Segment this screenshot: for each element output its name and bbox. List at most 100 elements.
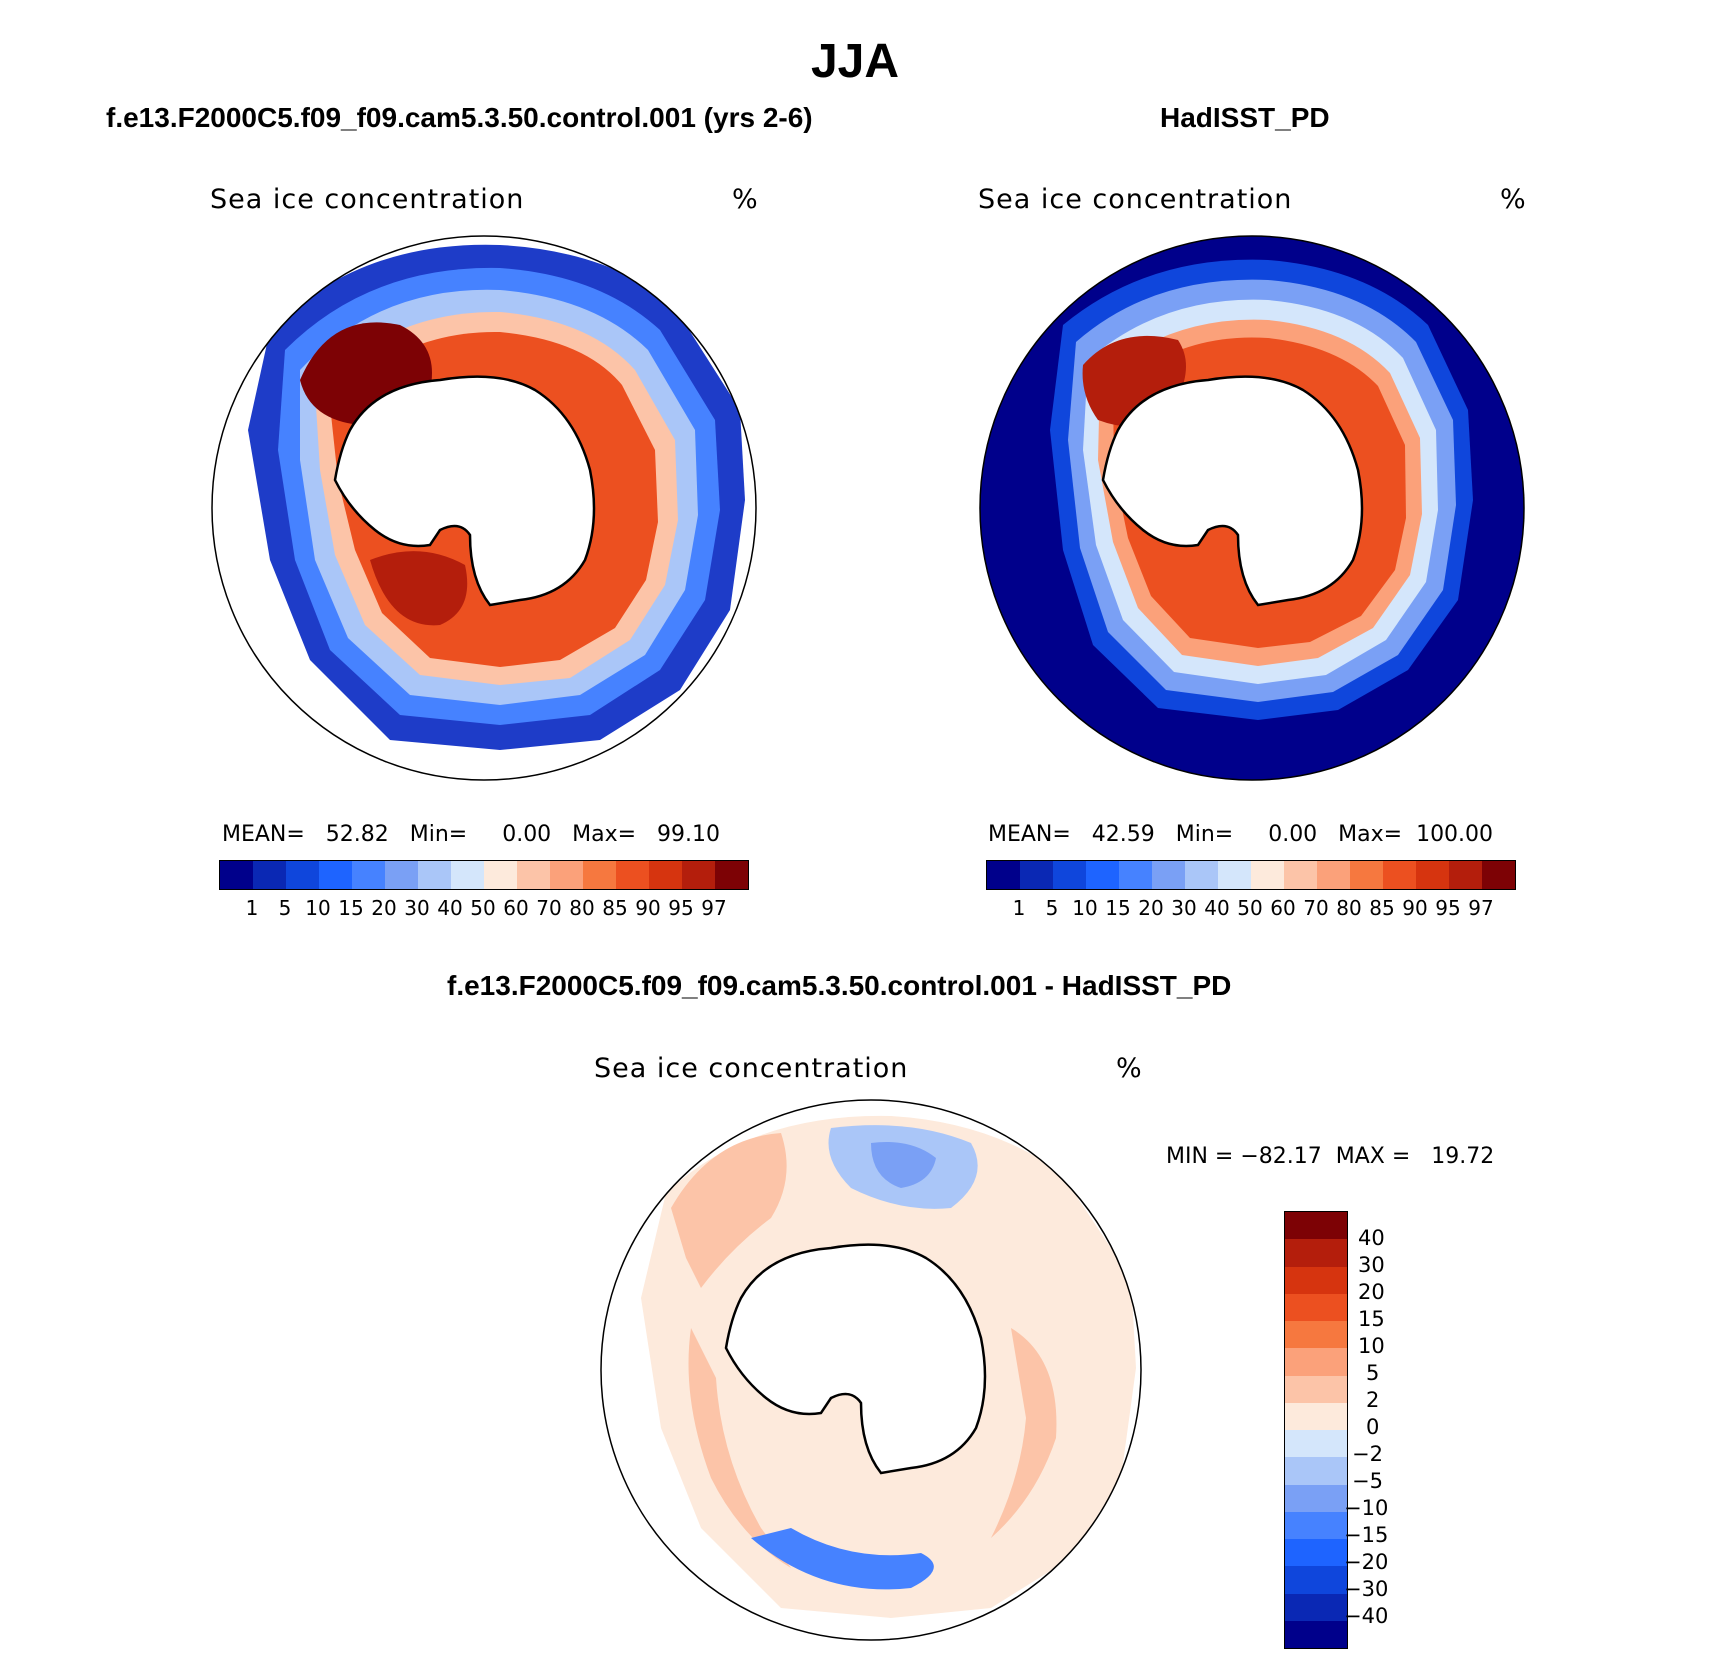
panel-2-stats: MEAN= 42.59 Min= 0.00 Max= 100.00 [988, 822, 1494, 847]
panel-2-map-border [979, 235, 1525, 781]
colorbar-swatch [517, 861, 550, 889]
colorbar-label: 5 [278, 896, 292, 920]
colorbar-label: 30 [404, 896, 430, 920]
colorbar-label: −15 [1344, 1523, 1389, 1547]
panel-1-map-border [211, 235, 757, 781]
colorbar-label: 40 [437, 896, 463, 920]
colorbar-label: 50 [1237, 896, 1263, 920]
colorbar-swatch [616, 861, 649, 889]
colorbar-swatch [1285, 1375, 1347, 1403]
colorbar-swatch [1185, 861, 1218, 889]
difference-field [641, 1115, 1136, 1618]
panel-1-variable-label: Sea ice concentration [210, 184, 525, 215]
colorbar-label: −40 [1344, 1604, 1389, 1628]
colorbar-label: 50 [470, 896, 496, 920]
colorbar-label: 30 [1358, 1253, 1385, 1277]
colorbar-swatch [1416, 861, 1449, 889]
colorbar-swatch [1020, 861, 1053, 889]
colorbar-label: −2 [1352, 1442, 1383, 1466]
colorbar-swatch [1119, 861, 1152, 889]
colorbar-label: −10 [1344, 1496, 1389, 1520]
colorbar-label: 70 [1303, 896, 1329, 920]
difference-colorbar-labels: 40 30 20 15 10 5 2 0 −2 −5 −10 −15 −20 −… [1344, 1211, 1442, 1647]
colorbar-swatch [1285, 1402, 1347, 1430]
colorbar-label: 15 [1105, 896, 1131, 920]
panel-1-polar-map [211, 235, 757, 781]
colorbar-swatch [1317, 861, 1350, 889]
colorbar-label: 95 [1435, 896, 1461, 920]
panel-2-units-label: % [1500, 184, 1527, 215]
colorbar-label: 1 [1012, 896, 1026, 920]
colorbar-swatch [1053, 861, 1086, 889]
colorbar-swatch [1383, 861, 1416, 889]
colorbar-label: 60 [503, 896, 529, 920]
colorbar-swatch [1285, 1620, 1347, 1648]
colorbar-swatch [1284, 861, 1317, 889]
panel-1-colorbar-labels: 1 5 10 15 20 30 40 50 60 70 80 85 90 95 … [219, 896, 747, 922]
colorbar-swatch [1285, 1539, 1347, 1567]
colorbar-label: −30 [1344, 1577, 1389, 1601]
colorbar-swatch [1285, 1266, 1347, 1294]
colorbar-label: 85 [1369, 896, 1395, 920]
colorbar-label: 70 [536, 896, 562, 920]
colorbar-label: 20 [1138, 896, 1164, 920]
panel-1-ice-field [248, 244, 745, 750]
colorbar-label: 60 [1270, 896, 1296, 920]
colorbar-swatch [682, 861, 715, 889]
colorbar-swatch [649, 861, 682, 889]
difference-stats: MIN = −82.17 MAX = 19.72 [1166, 1144, 1495, 1169]
panel-1-antarctica-outline [333, 375, 596, 607]
figure-title: JJA [810, 35, 900, 88]
colorbar-swatch [1285, 1321, 1347, 1349]
colorbar-swatch [1285, 1457, 1347, 1485]
colorbar-swatch [484, 861, 517, 889]
colorbar-swatch [1285, 1239, 1347, 1267]
colorbar-swatch [418, 861, 451, 889]
colorbar-label: −20 [1344, 1550, 1389, 1574]
difference-case-title: f.e13.F2000C5.f09_f09.cam5.3.50.control.… [447, 970, 1232, 1001]
colorbar-label: 80 [569, 896, 595, 920]
colorbar-swatch [550, 861, 583, 889]
colorbar-label: 5 [1045, 896, 1059, 920]
colorbar-swatch [1218, 861, 1251, 889]
colorbar-label: 40 [1204, 896, 1230, 920]
colorbar-label: 10 [1072, 896, 1098, 920]
panel-2-variable-label: Sea ice concentration [978, 184, 1293, 215]
colorbar-swatch [1449, 861, 1482, 889]
panel-1-stats: MEAN= 52.82 Min= 0.00 Max= 99.10 [222, 822, 721, 847]
colorbar-swatch [352, 861, 385, 889]
panel-1-units-label: % [732, 184, 759, 215]
colorbar-swatch [1285, 1511, 1347, 1539]
colorbar-swatch [1285, 1348, 1347, 1376]
panel-2-colorbar-labels: 1 5 10 15 20 30 40 50 60 70 80 85 90 95 … [986, 896, 1514, 922]
colorbar-swatch [1285, 1430, 1347, 1458]
colorbar-label: 90 [635, 896, 661, 920]
colorbar-swatch [1086, 861, 1119, 889]
colorbar-label: 95 [668, 896, 694, 920]
colorbar-swatch [1152, 861, 1185, 889]
colorbar-label: 20 [371, 896, 397, 920]
colorbar-swatch [583, 861, 616, 889]
colorbar-swatch [1285, 1484, 1347, 1512]
difference-negative-region-south [751, 1528, 934, 1590]
difference-units-label: % [1116, 1053, 1143, 1084]
colorbar-swatch [286, 861, 319, 889]
colorbar-label: 20 [1358, 1280, 1385, 1304]
colorbar-label: 97 [1468, 896, 1494, 920]
colorbar-swatch [319, 861, 352, 889]
colorbar-swatch [253, 861, 286, 889]
panel-2-polar-map [979, 235, 1525, 781]
panel-2-colorbar [986, 860, 1516, 890]
colorbar-label: 2 [1366, 1388, 1380, 1412]
colorbar-swatch [1285, 1212, 1347, 1240]
colorbar-swatch [451, 861, 484, 889]
colorbar-label: 30 [1171, 896, 1197, 920]
colorbar-swatch [385, 861, 418, 889]
colorbar-label: 97 [701, 896, 727, 920]
difference-colorbar [1284, 1211, 1348, 1649]
panel-2-ice-field [1050, 259, 1473, 720]
colorbar-label: 15 [1358, 1307, 1385, 1331]
colorbar-label: 1 [245, 896, 259, 920]
colorbar-swatch [1350, 861, 1383, 889]
colorbar-label: 10 [305, 896, 331, 920]
